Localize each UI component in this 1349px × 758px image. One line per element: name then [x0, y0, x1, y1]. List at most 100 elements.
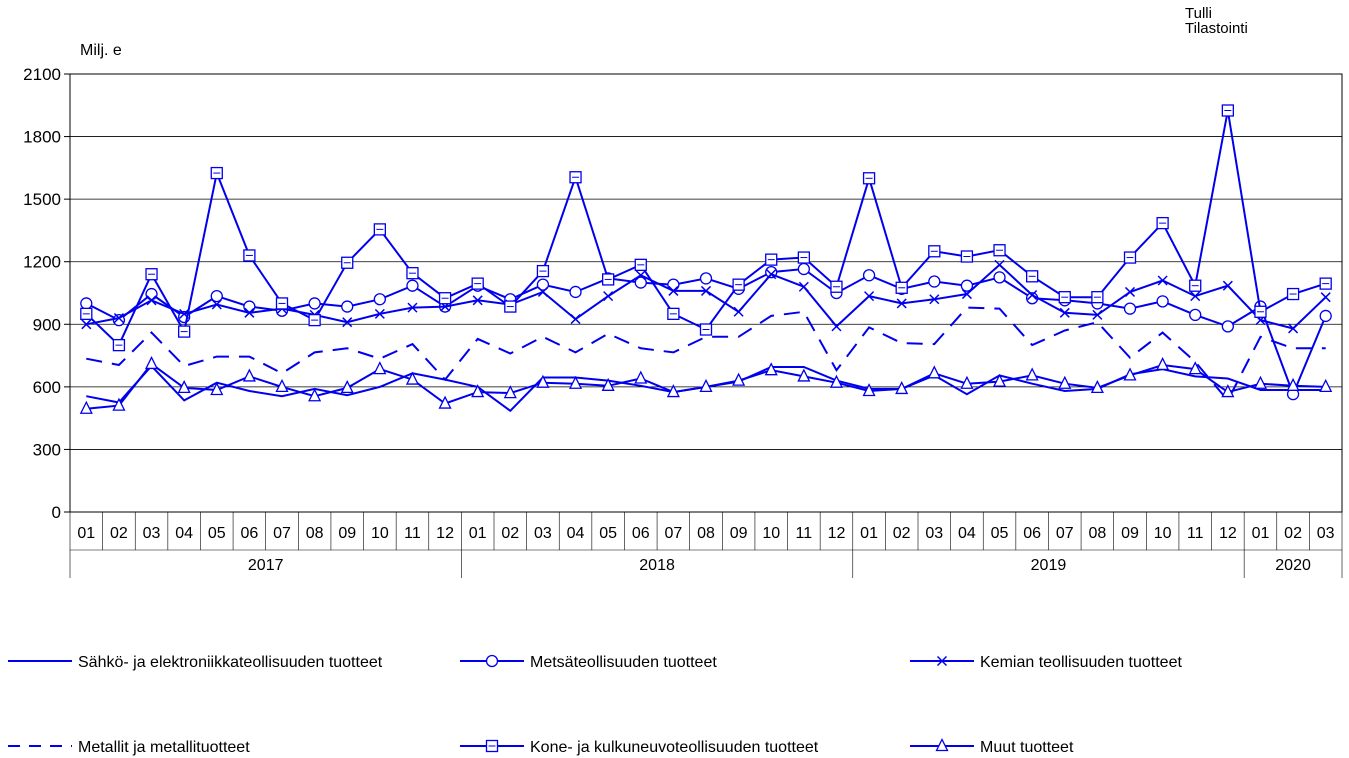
legend-marker	[936, 655, 948, 667]
legend-label: Kemian teollisuuden tuotteet	[980, 654, 1182, 671]
legend-label: Muut tuotteet	[980, 739, 1074, 756]
data-point	[438, 395, 452, 409]
data-point	[700, 285, 712, 296]
source-line-2: Tilastointi	[1185, 20, 1248, 37]
data-point	[471, 384, 485, 398]
month-tick-label: 02	[893, 525, 911, 542]
data-point	[472, 295, 483, 306]
legend-label: Metsäteollisuuden tuotteet	[530, 654, 717, 671]
month-tick-label: 03	[143, 525, 161, 542]
series-6	[79, 355, 1333, 414]
month-tick-label: 01	[77, 525, 95, 542]
data-point	[1188, 361, 1202, 375]
data-point	[961, 289, 972, 300]
data-point	[601, 377, 615, 391]
legend-marker	[935, 738, 949, 752]
y-tick-label: 900	[33, 315, 61, 334]
data-point	[275, 378, 289, 393]
data-point	[374, 308, 385, 319]
month-tick-label: 06	[1023, 525, 1041, 542]
month-tick-label: 10	[371, 525, 389, 542]
month-tick-label: 07	[1056, 525, 1074, 542]
month-tick-label: 12	[436, 525, 454, 542]
legend-item: Kone- ja kulkuneuvoteollisuuden tuotteet	[460, 739, 819, 756]
data-point	[992, 373, 1007, 387]
data-point	[341, 300, 354, 313]
data-point	[699, 378, 713, 393]
data-point	[177, 379, 191, 394]
month-tick-label: 11	[796, 525, 813, 542]
data-point	[210, 382, 224, 396]
month-tick-label: 02	[110, 525, 128, 542]
data-point	[764, 362, 778, 376]
x-axis: 01 02 03 04 05 06 07 08 09 10 11 12 01 02 03 04 05 06 07 08…	[69, 512, 1343, 578]
data-point	[960, 375, 974, 389]
data-point	[144, 355, 159, 370]
year-label: 2019	[1031, 557, 1067, 574]
data-point	[1190, 291, 1201, 302]
y-tick-label: 2100	[23, 65, 61, 84]
month-tick-label: 06	[632, 525, 650, 542]
month-tick-label: 01	[860, 525, 878, 542]
month-tick-label: 12	[1219, 525, 1237, 542]
series-5	[80, 104, 1332, 352]
data-point	[634, 370, 648, 384]
month-tick-label: 12	[828, 525, 846, 542]
series-3	[81, 259, 1331, 334]
year-label: 2017	[248, 557, 284, 574]
month-tick-label: 03	[1317, 525, 1335, 542]
data-point	[1221, 320, 1234, 333]
data-point	[797, 262, 810, 276]
month-tick-label: 07	[664, 525, 682, 542]
data-point	[766, 269, 777, 280]
data-point	[862, 269, 876, 282]
legend-label: Metallit ja metallituotteet	[78, 739, 250, 756]
source-label: Tulli Tilastointi	[1185, 6, 1248, 36]
data-point	[733, 306, 744, 317]
grid-lines	[69, 73, 1343, 513]
source-line-1: Tulli	[1185, 5, 1212, 22]
data-point	[536, 278, 550, 291]
legend-label: Kone- ja kulkuneuvoteollisuuden tuotteet	[530, 739, 819, 756]
data-point	[113, 312, 124, 324]
month-tick-label: 08	[697, 525, 715, 542]
y-axis: 0 300 600 900 1200 1500 1800 2100	[23, 65, 70, 522]
plot-area	[69, 73, 1343, 513]
month-tick-label: 09	[1121, 525, 1139, 542]
data-point	[797, 368, 811, 382]
month-tick-label: 04	[175, 525, 193, 542]
data-point	[928, 275, 941, 288]
data-point	[568, 375, 583, 389]
data-point	[1189, 308, 1202, 322]
legend-item: Muut tuotteet	[910, 738, 1074, 756]
data-point	[211, 299, 222, 310]
data-point	[373, 293, 386, 306]
data-point	[862, 383, 876, 397]
data-point	[699, 272, 713, 285]
data-point	[1025, 367, 1039, 381]
series-lines	[79, 104, 1333, 414]
data-point	[373, 361, 387, 375]
month-tick-label: 03	[534, 525, 552, 542]
month-tick-label: 03	[925, 525, 943, 542]
month-tick-label: 10	[1154, 525, 1172, 542]
data-point	[1059, 307, 1070, 318]
data-point	[1221, 384, 1235, 398]
month-tick-label: 04	[958, 525, 976, 542]
data-point	[308, 388, 322, 402]
data-point	[112, 397, 126, 411]
data-point	[829, 374, 844, 388]
data-point	[1320, 292, 1331, 303]
data-point	[244, 307, 255, 318]
data-point	[634, 276, 647, 289]
month-tick-label: 07	[273, 525, 291, 542]
data-point	[407, 302, 418, 313]
legend-item: Metsäteollisuuden tuotteet	[460, 654, 717, 671]
data-point	[1253, 375, 1268, 389]
data-point	[537, 286, 548, 297]
data-point	[1124, 286, 1136, 297]
data-point	[145, 287, 158, 301]
y-tick-label: 1500	[23, 190, 61, 209]
data-point	[405, 371, 420, 385]
